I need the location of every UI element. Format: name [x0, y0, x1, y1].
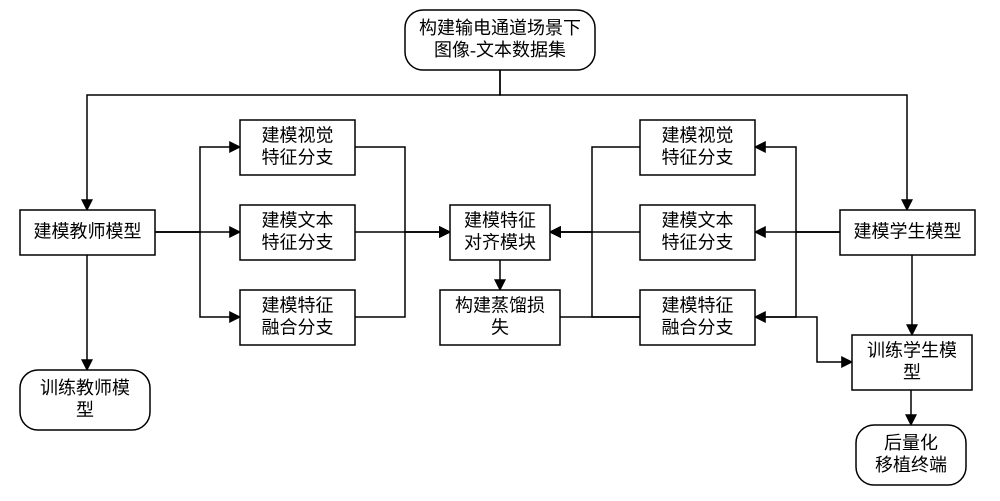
node-t_visual-label-0: 建模视觉 — [262, 126, 334, 146]
node-s_fuse: 建模特征融合分支 — [640, 290, 755, 345]
node-student_train: 训练学生模型 — [852, 335, 972, 390]
node-t_fuse-label-1: 融合分支 — [262, 318, 334, 338]
node-student-label-0: 建模学生模型 — [854, 222, 962, 242]
node-t_text-label-0: 建模文本 — [262, 211, 334, 231]
node-t_fuse-label-0: 建模特征 — [262, 296, 334, 316]
node-s_fuse-label-1: 融合分支 — [662, 318, 734, 338]
node-quant: 后量化移植终端 — [856, 425, 966, 485]
node-teacher_train-label-1: 型 — [76, 400, 94, 420]
node-top-label-0: 构建输电通道场景下 — [419, 18, 581, 38]
node-student_train-label-1: 型 — [903, 363, 921, 383]
node-student: 建模学生模型 — [840, 210, 975, 255]
node-distill-label-0: 构建蒸馏损 — [455, 296, 545, 316]
flowchart-canvas: 构建输电通道场景下图像-文本数据集建模教师模型训练教师模型建模视觉特征分支建模文… — [0, 0, 1000, 501]
edge-t_visual-align — [355, 147, 450, 232]
edge-t_fuse-align — [355, 232, 450, 317]
node-distill-label-1: 失 — [491, 318, 509, 338]
node-distill: 构建蒸馏损失 — [440, 290, 560, 345]
node-s_visual: 建模视觉特征分支 — [640, 120, 755, 175]
node-teacher-label-0: 建模教师模型 — [34, 222, 142, 242]
node-t_fuse: 建模特征融合分支 — [240, 290, 355, 345]
node-s_fuse-label-0: 建模特征 — [662, 296, 734, 316]
edge-teacher-t_fuse — [155, 232, 240, 317]
node-s_text: 建模文本特征分支 — [640, 205, 755, 260]
node-align: 建模特征对齐模块 — [450, 205, 550, 260]
node-s_text-label-1: 特征分支 — [662, 233, 734, 253]
node-top-label-1: 图像-文本数据集 — [434, 40, 566, 60]
node-t_text: 建模文本特征分支 — [240, 205, 355, 260]
node-t_visual-label-1: 特征分支 — [262, 148, 334, 168]
nodes-layer: 构建输电通道场景下图像-文本数据集建模教师模型训练教师模型建模视觉特征分支建模文… — [20, 10, 975, 485]
node-t_text-label-1: 特征分支 — [262, 233, 334, 253]
edge-student-s_visual — [755, 147, 840, 232]
node-teacher_train: 训练教师模型 — [20, 370, 150, 430]
node-quant-label-0: 后量化 — [884, 433, 938, 453]
node-teacher: 建模教师模型 — [20, 210, 155, 255]
node-t_visual: 建模视觉特征分支 — [240, 120, 355, 175]
edge-teacher-t_visual — [155, 147, 240, 232]
node-top: 构建输电通道场景下图像-文本数据集 — [405, 10, 595, 70]
edge-s_visual-align — [550, 147, 640, 232]
node-teacher_train-label-0: 训练教师模 — [40, 378, 130, 398]
node-student_train-label-0: 训练学生模 — [867, 341, 957, 361]
node-s_visual-label-1: 特征分支 — [662, 148, 734, 168]
edge-student-s_fuse — [755, 232, 840, 317]
node-quant-label-1: 移植终端 — [875, 455, 947, 475]
node-s_visual-label-0: 建模视觉 — [662, 126, 734, 146]
node-align-label-1: 对齐模块 — [464, 233, 536, 253]
node-align-label-0: 建模特征 — [464, 211, 536, 231]
edge-s_fuse-align — [550, 232, 640, 317]
node-s_text-label-0: 建模文本 — [662, 211, 734, 231]
